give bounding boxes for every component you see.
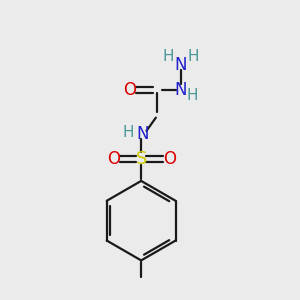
Text: O: O <box>107 150 120 168</box>
Text: O: O <box>123 81 136 99</box>
Text: N: N <box>136 125 149 143</box>
Text: O: O <box>163 150 176 168</box>
Text: H: H <box>122 125 134 140</box>
Text: S: S <box>136 150 147 168</box>
Text: N: N <box>175 56 187 74</box>
Text: H: H <box>186 88 198 103</box>
Text: H: H <box>188 49 199 64</box>
Text: N: N <box>175 81 187 99</box>
Text: H: H <box>163 49 174 64</box>
